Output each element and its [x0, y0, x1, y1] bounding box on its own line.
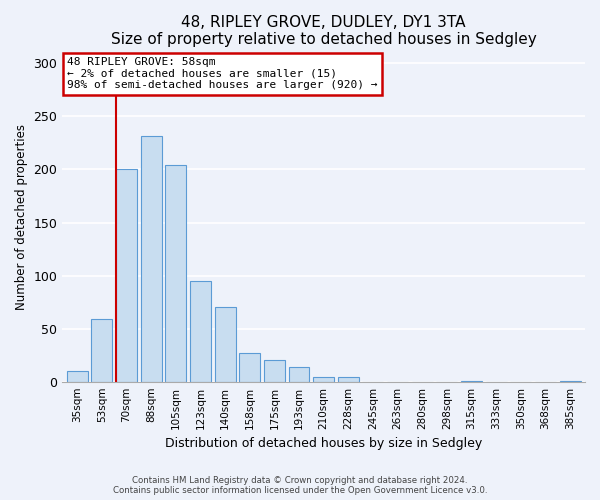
Bar	[165, 165, 186, 382]
Bar	[140, 136, 161, 382]
Y-axis label: Number of detached properties: Number of detached properties	[15, 124, 28, 310]
Bar	[560, 380, 581, 382]
Text: Contains HM Land Registry data © Crown copyright and database right 2024.
Contai: Contains HM Land Registry data © Crown c…	[113, 476, 487, 495]
Bar	[264, 360, 285, 382]
Bar	[215, 308, 236, 382]
Bar	[313, 378, 334, 382]
Bar	[116, 170, 137, 382]
Bar	[67, 371, 88, 382]
Text: 48 RIPLEY GROVE: 58sqm
← 2% of detached houses are smaller (15)
98% of semi-deta: 48 RIPLEY GROVE: 58sqm ← 2% of detached …	[67, 57, 378, 90]
Bar	[338, 378, 359, 382]
Bar	[461, 380, 482, 382]
Bar	[289, 367, 310, 382]
Bar	[91, 319, 112, 382]
Bar	[190, 281, 211, 382]
X-axis label: Distribution of detached houses by size in Sedgley: Distribution of detached houses by size …	[165, 437, 482, 450]
Bar	[239, 353, 260, 382]
Title: 48, RIPLEY GROVE, DUDLEY, DY1 3TA
Size of property relative to detached houses i: 48, RIPLEY GROVE, DUDLEY, DY1 3TA Size o…	[111, 15, 536, 48]
